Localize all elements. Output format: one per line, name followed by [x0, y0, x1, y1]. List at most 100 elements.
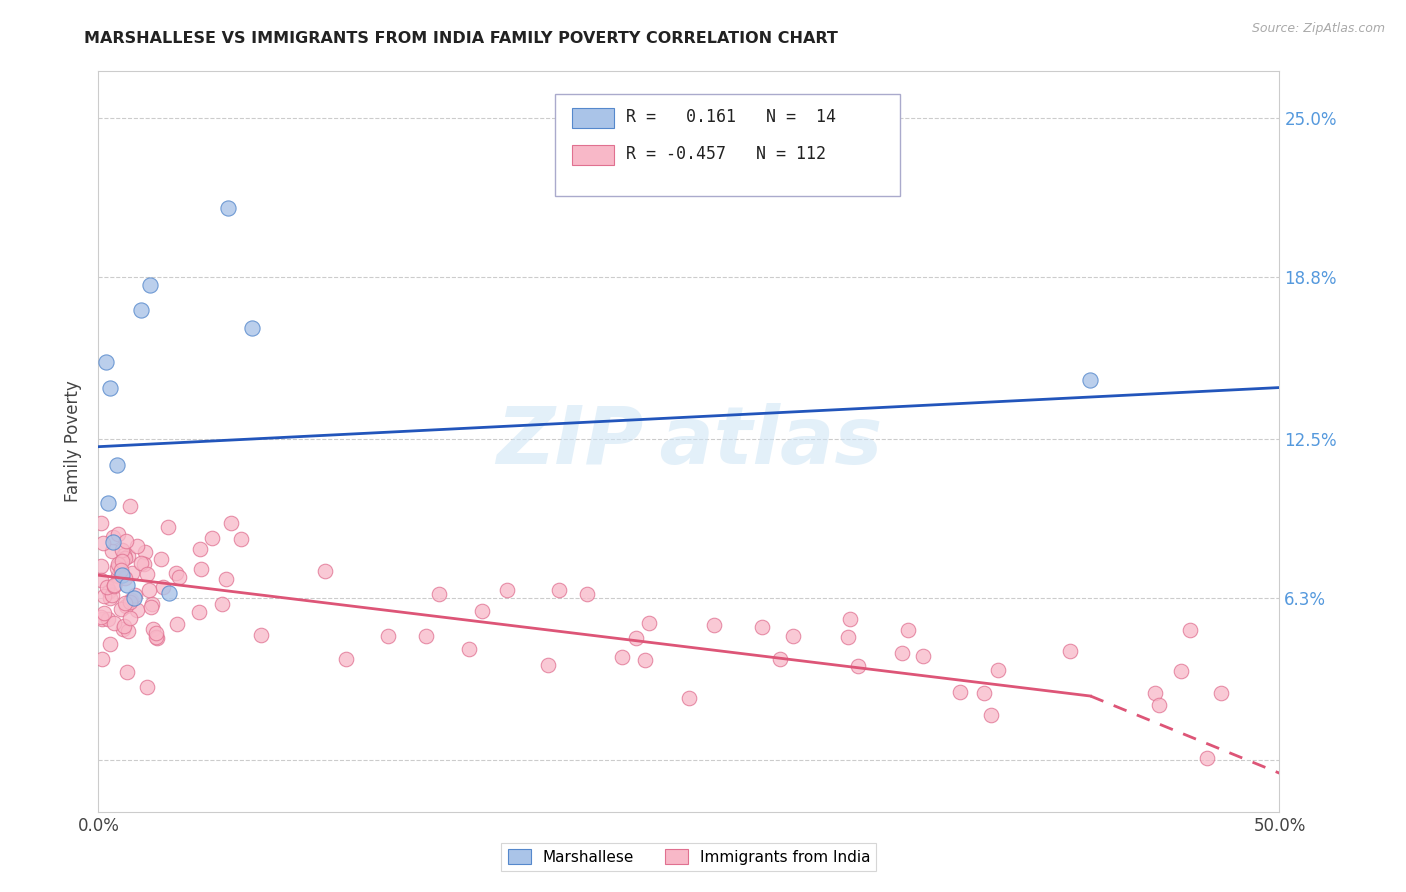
Point: [415, 629, 437, 643]
Point: [134, 545, 156, 559]
Point: [188, 605, 211, 619]
Point: [612, 650, 634, 665]
Point: [548, 583, 571, 598]
Point: [141, 597, 163, 611]
Point: [90, 516, 112, 531]
Point: [166, 617, 188, 632]
Point: [139, 600, 162, 615]
Point: [678, 691, 700, 706]
Point: [124, 588, 146, 602]
Point: [219, 516, 242, 531]
Point: [114, 571, 136, 585]
Point: [1178, 624, 1201, 638]
Point: [314, 564, 336, 578]
Point: [112, 548, 135, 562]
Point: [110, 564, 132, 578]
Point: [496, 583, 519, 598]
Point: [90, 558, 112, 573]
Point: [110, 602, 132, 616]
Point: [97, 584, 120, 599]
Point: [129, 557, 152, 571]
Point: [142, 622, 165, 636]
Point: [107, 526, 129, 541]
Point: [94, 355, 117, 369]
Point: [127, 603, 149, 617]
Point: [101, 588, 124, 602]
Point: [471, 604, 494, 618]
Point: [103, 578, 125, 592]
Point: [90, 609, 112, 624]
Point: [117, 624, 139, 638]
Point: [634, 653, 657, 667]
Point: [769, 652, 792, 666]
Point: [108, 558, 131, 572]
Point: [240, 321, 263, 335]
Point: [145, 630, 167, 644]
Point: [149, 551, 172, 566]
Point: [146, 632, 169, 646]
Point: [139, 277, 162, 292]
Legend: Marshallese, Immigrants from India: Marshallese, Immigrants from India: [502, 843, 876, 871]
Point: [626, 631, 648, 645]
Point: [97, 612, 120, 626]
Y-axis label: Family Poverty: Family Poverty: [65, 381, 83, 502]
Point: [107, 569, 129, 583]
Point: [93, 606, 115, 620]
Point: [111, 553, 134, 567]
Point: [120, 593, 142, 607]
Point: [167, 570, 190, 584]
Text: ZIP atlas: ZIP atlas: [496, 402, 882, 481]
Point: [96, 580, 118, 594]
Point: [118, 500, 141, 514]
Point: [91, 535, 114, 549]
Point: [111, 622, 134, 636]
Point: [1197, 750, 1219, 764]
Point: [211, 598, 233, 612]
Point: [118, 595, 141, 609]
Point: [249, 628, 271, 642]
Point: [114, 596, 136, 610]
Point: [156, 520, 179, 534]
Point: [980, 707, 1002, 722]
Point: [90, 612, 112, 626]
Point: [575, 587, 598, 601]
Text: MARSHALLESE VS IMMIGRANTS FROM INDIA FAMILY POVERTY CORRELATION CHART: MARSHALLESE VS IMMIGRANTS FROM INDIA FAM…: [84, 31, 838, 46]
Point: [105, 458, 128, 472]
Point: [103, 579, 125, 593]
Point: [98, 380, 121, 394]
Point: [890, 646, 912, 660]
Point: [165, 566, 187, 581]
Point: [103, 616, 125, 631]
Point: [215, 572, 238, 586]
Point: [1144, 686, 1167, 700]
Point: [111, 542, 134, 557]
Point: [105, 560, 128, 574]
Point: [114, 534, 136, 549]
Text: R =   0.161   N =  14: R = 0.161 N = 14: [626, 108, 835, 126]
Point: [897, 623, 920, 637]
Point: [90, 573, 112, 587]
Point: [136, 566, 159, 581]
Point: [101, 530, 124, 544]
Point: [98, 591, 121, 606]
Point: [846, 658, 869, 673]
Point: [217, 201, 239, 215]
Point: [1080, 373, 1102, 387]
Point: [1147, 698, 1170, 713]
Point: [112, 619, 135, 633]
Point: [229, 533, 252, 547]
Point: [973, 686, 995, 700]
Point: [782, 629, 804, 643]
Point: [839, 612, 862, 626]
Point: [111, 568, 134, 582]
Point: [703, 618, 725, 632]
Point: [190, 561, 212, 575]
Point: [132, 557, 155, 571]
Point: [115, 599, 138, 613]
Point: [97, 496, 120, 510]
Point: [1211, 686, 1233, 700]
Point: [837, 630, 859, 644]
Point: [101, 534, 124, 549]
Point: [427, 587, 450, 601]
Point: [911, 649, 934, 664]
